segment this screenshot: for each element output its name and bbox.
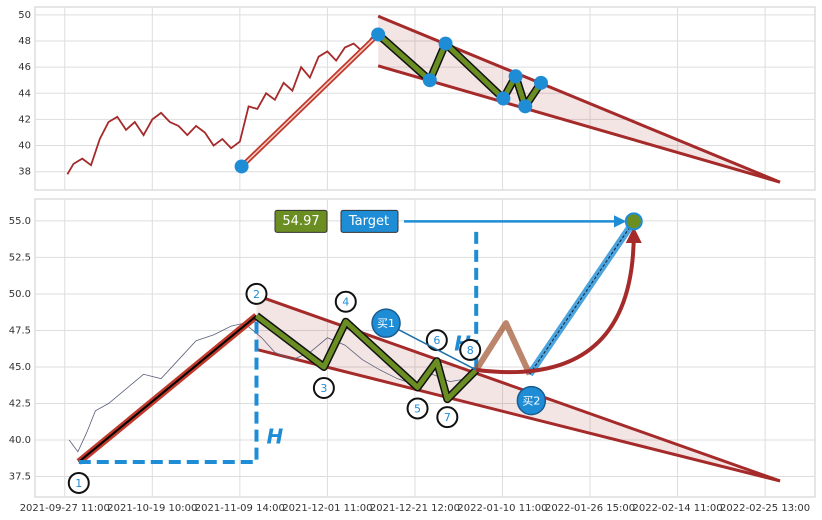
y-tick-label: 37.5 [9, 472, 31, 483]
buy-link [385, 322, 477, 371]
wave-number: 4 [342, 296, 349, 309]
projection-leg [473, 320, 533, 376]
wave-number: 2 [253, 288, 260, 301]
y-tick-label: 42.5 [9, 399, 31, 410]
wave-number-ring [459, 338, 482, 361]
x-tick-label: 2021-12-21 12:00 [370, 503, 460, 514]
wave-number-ring [406, 397, 429, 420]
buy-label: 买1 [377, 317, 395, 330]
y-tick-label: 38 [18, 167, 31, 178]
y-tick-label: 52.5 [9, 252, 31, 263]
y-tick-label: 50 [18, 10, 31, 21]
wedge-lower [377, 64, 781, 184]
y-tick-label: 46 [18, 62, 31, 73]
wave-number-ring [334, 290, 357, 313]
target-value-box [274, 209, 328, 233]
y-tick-label: 42 [18, 114, 31, 125]
x-tick-label: 2022-02-14 11:00 [632, 503, 722, 514]
height-dim [78, 315, 259, 464]
target-text: Target [348, 214, 389, 229]
y-tick-label: 45.0 [9, 362, 31, 373]
height-label: H [266, 424, 283, 448]
y-tick-label: 48 [18, 36, 31, 47]
x-tick-label: 2021-10-19 10:00 [107, 503, 197, 514]
pivot [438, 36, 453, 51]
wave-number-ring [67, 471, 90, 494]
pivot [371, 27, 386, 42]
pivot [518, 99, 533, 114]
wave-number-ring [312, 376, 335, 399]
buy-marker [371, 308, 401, 338]
y-tick-label: 40.0 [9, 435, 31, 446]
wave-number: 6 [433, 334, 440, 347]
x-tick-label: 2021-09-27 11:00 [20, 503, 110, 514]
price-line [66, 32, 378, 175]
wave-number: 5 [414, 402, 421, 415]
pivot [508, 69, 523, 84]
x-tick-label: 2021-11-09 14:00 [195, 503, 285, 514]
y-tick-label: 40 [18, 141, 31, 152]
wave-number: 8 [467, 344, 474, 357]
buy-marker [516, 385, 547, 416]
pivot [422, 73, 437, 88]
target-leg-inner [529, 221, 635, 375]
plot-area [34, 6, 816, 191]
target-box [340, 209, 399, 233]
y-tick-label: 44 [18, 88, 31, 99]
wedge-lower [256, 348, 781, 483]
x-tick-label: 2022-01-10 11:00 [457, 503, 547, 514]
pivot [234, 159, 249, 174]
projection-curve [475, 226, 642, 375]
x-tick-label: 2021-12-01 11:00 [282, 503, 372, 514]
target-value: 54.97 [282, 214, 319, 229]
rise-leg-inner [241, 33, 379, 168]
wave-number: 3 [320, 382, 327, 395]
x-tick-label: 2022-02-25 13:00 [720, 503, 810, 514]
wave-leg [254, 313, 478, 402]
target-point [624, 212, 643, 231]
y-tick-label: 55.0 [9, 216, 31, 227]
x-tick-label: 2022-01-26 15:00 [545, 503, 635, 514]
pivot [496, 91, 511, 106]
pivot [533, 75, 548, 90]
wave-number-ring [436, 406, 459, 429]
y-tick-label: 47.5 [9, 325, 31, 336]
buy-label: 买2 [522, 395, 540, 408]
wave-number-ring [245, 282, 268, 305]
wave-number: 1 [75, 477, 82, 490]
rise-leg-inner [78, 315, 258, 463]
y-tick-label: 50.0 [9, 289, 31, 300]
wave-number: 7 [444, 411, 451, 424]
